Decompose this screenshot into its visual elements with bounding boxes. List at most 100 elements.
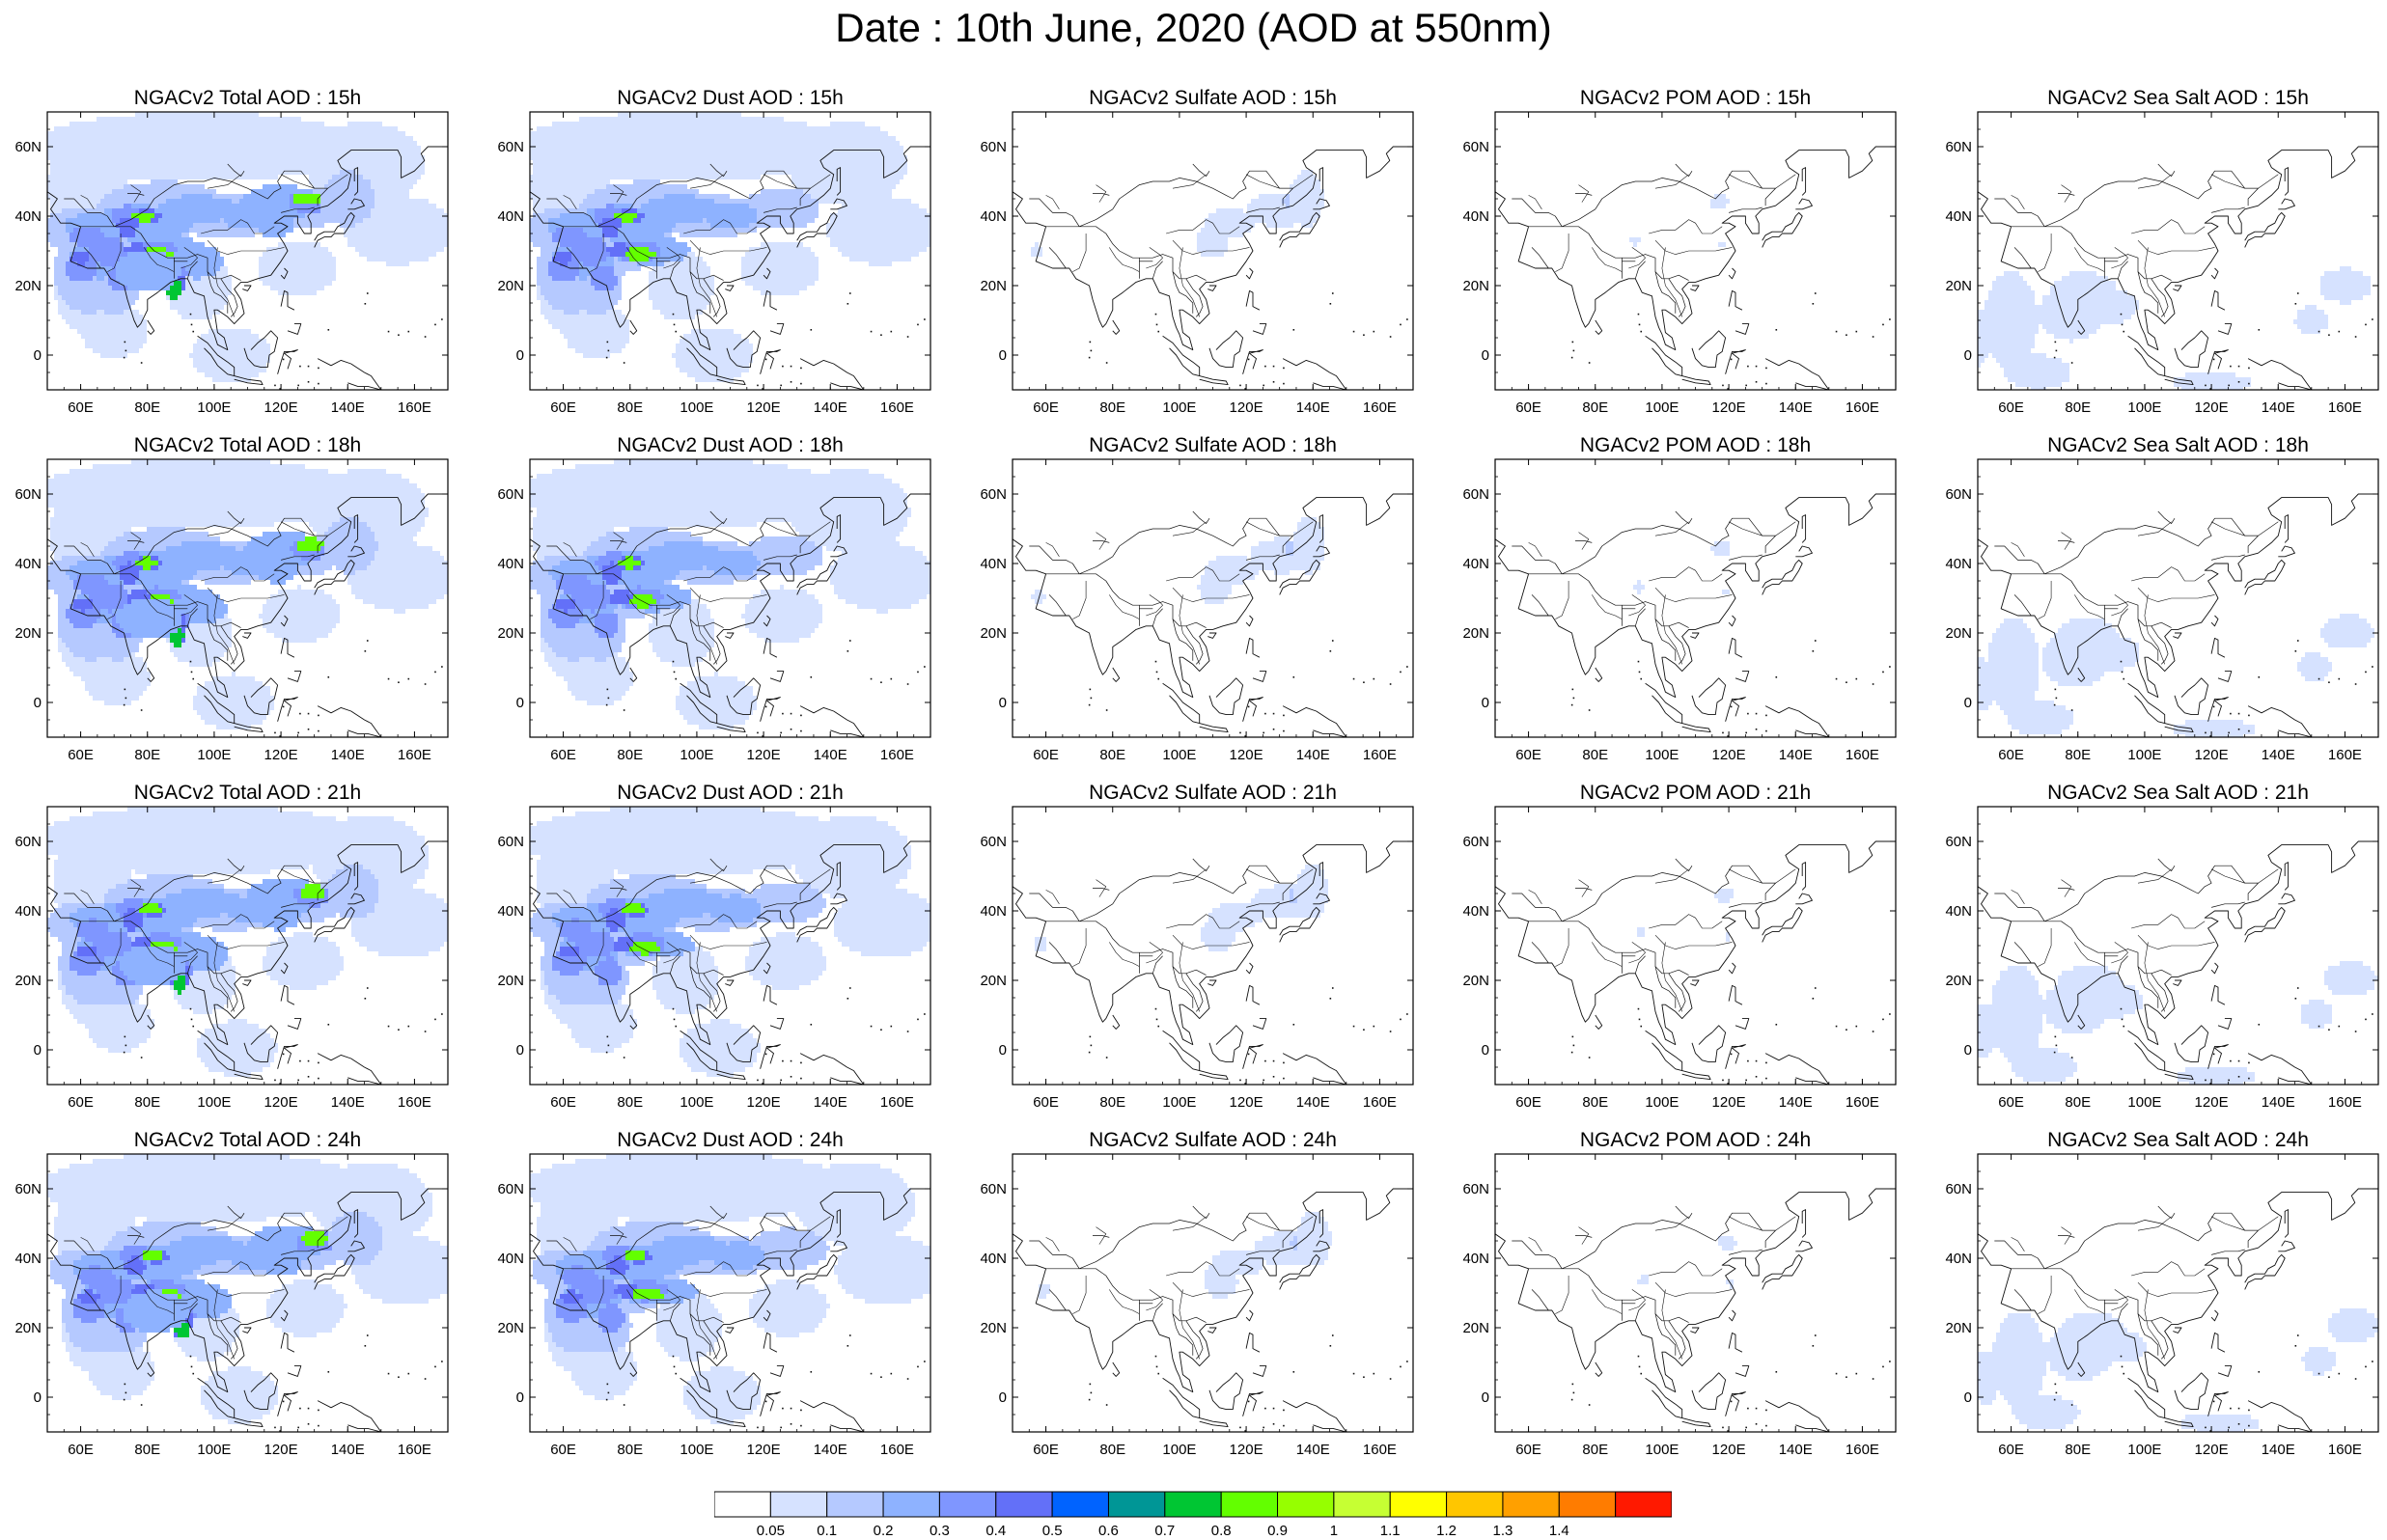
- aod-cell: [359, 1284, 448, 1289]
- aod-cell: [595, 614, 618, 619]
- aod-cell: [69, 961, 104, 966]
- aod-cell: [2073, 966, 2108, 971]
- aod-cell: [270, 580, 286, 585]
- aod-cell: [93, 937, 131, 942]
- aod-cell: [530, 826, 842, 831]
- coastline-sulawesi: [2207, 1044, 2229, 1069]
- lake-outline: [2058, 193, 2075, 196]
- aod-cell: [606, 898, 652, 903]
- lat-tick-label: 0: [1964, 347, 1972, 364]
- aod-cell: [58, 146, 116, 151]
- aod-cell: [695, 927, 730, 932]
- lake-outline: [1192, 858, 1210, 871]
- aod-cell: [1988, 348, 2031, 353]
- aod-cell: [614, 459, 753, 464]
- aod-cell: [680, 889, 745, 894]
- aod-cell: [282, 1328, 332, 1333]
- aod-cell: [170, 643, 232, 647]
- aod-cell: [2054, 1024, 2100, 1029]
- coastline-png: [1764, 705, 1830, 737]
- border-line: [1048, 594, 1067, 617]
- inland-line: [1109, 594, 1140, 619]
- aod-cell: [799, 836, 907, 840]
- aod-cell: [749, 194, 811, 199]
- aod-cell: [537, 879, 614, 884]
- coastline-mindanao: [769, 323, 785, 335]
- island-speck: [1272, 729, 1275, 730]
- aod-cell: [263, 623, 336, 628]
- aod-cell: [170, 985, 236, 990]
- aod-cell: [158, 204, 236, 208]
- lon-tick-label: 100E: [197, 399, 231, 416]
- aod-cell: [266, 556, 290, 561]
- inland-line: [1654, 521, 1689, 536]
- aod-cell: [548, 266, 579, 271]
- aod-cell: [73, 1342, 116, 1347]
- aod-cell: [332, 522, 367, 527]
- coastline-borneo: [243, 1025, 279, 1063]
- aod-cell: [819, 199, 873, 204]
- aod-cell: [131, 1289, 158, 1294]
- aod-cell: [124, 184, 205, 189]
- aod-cell: [595, 623, 618, 628]
- aod-cell: [819, 889, 888, 894]
- aod-cell: [803, 831, 900, 836]
- aod-cell: [181, 942, 224, 947]
- aod-cell: [680, 1038, 757, 1043]
- aod-cell: [328, 889, 378, 894]
- lat-tick-label: 40N: [1945, 556, 1972, 572]
- lon-tick-label: 140E: [2262, 399, 2295, 416]
- aod-cell: [69, 647, 112, 652]
- inland-line: [1166, 566, 1240, 582]
- aod-cell: [541, 855, 610, 860]
- aod-cell: [1212, 922, 1255, 927]
- aod-cell: [174, 652, 224, 657]
- border-line: [1654, 619, 1677, 661]
- aod-cell: [259, 918, 297, 922]
- lon-tick-label: 100E: [680, 399, 713, 416]
- aod-cell: [1637, 932, 1645, 937]
- aod-cell: [1978, 672, 1992, 676]
- aod-cell: [2096, 290, 2127, 295]
- island-speck: [2338, 1025, 2341, 1028]
- border-line: [1185, 973, 1204, 1012]
- inland-line: [590, 234, 604, 272]
- aod-cell: [2015, 1053, 2069, 1058]
- aod-cell: [139, 1284, 185, 1289]
- aod-cell: [263, 908, 297, 913]
- island-speck: [274, 384, 276, 387]
- aod-cell: [645, 903, 726, 908]
- island-speck: [1406, 318, 1408, 320]
- aod-cell: [610, 551, 645, 556]
- inland-line: [2137, 174, 2172, 189]
- aod-cell: [564, 334, 629, 339]
- aod-cell: [116, 261, 178, 266]
- island-speck: [1640, 677, 1643, 680]
- lon-tick-label: 160E: [1363, 1094, 1397, 1111]
- aod-cell: [124, 628, 178, 633]
- island-speck: [398, 334, 400, 336]
- coastline-png: [2247, 705, 2313, 737]
- inland-line: [613, 532, 625, 550]
- aod-cell: [151, 1279, 174, 1284]
- aod-cell: [741, 271, 819, 276]
- aod-cell: [830, 469, 869, 474]
- aod-cell: [687, 1029, 749, 1033]
- aod-cell: [548, 643, 598, 647]
- aod-cell: [97, 305, 131, 310]
- aod-cell: [47, 1183, 371, 1188]
- island-speck: [790, 712, 792, 715]
- coastline-borneo: [1691, 1025, 1727, 1063]
- aod-cell: [1992, 286, 2031, 290]
- coastline-eurasia: [1013, 146, 1413, 351]
- coastline-png: [2247, 358, 2313, 390]
- aod-cell: [595, 286, 614, 290]
- map-panel-seasalt-21h: NGACv2 Sea Salt AOD : 21h 60E 80E 100E 120E 1…: [1930, 782, 2387, 1129]
- lon-tick-label: 100E: [680, 1094, 713, 1111]
- island-speck: [1727, 735, 1729, 737]
- aod-cell: [2008, 966, 2027, 971]
- aod-cell: [62, 493, 120, 498]
- aod-cell: [571, 242, 606, 247]
- aod-cell: [1718, 898, 1730, 903]
- coastline-luzon: [1245, 637, 1261, 658]
